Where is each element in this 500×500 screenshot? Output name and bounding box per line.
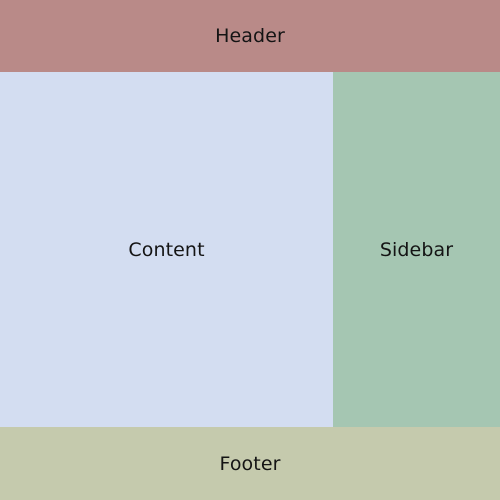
- sidebar-label: Sidebar: [379, 238, 454, 261]
- sidebar-region: Sidebar: [333, 72, 500, 427]
- header-region: Header: [0, 0, 500, 72]
- content-region: Content: [0, 72, 333, 427]
- header-label: Header: [215, 25, 285, 47]
- footer-label: Footer: [219, 452, 281, 475]
- content-label: Content: [128, 238, 205, 261]
- footer-region: Footer: [0, 427, 500, 500]
